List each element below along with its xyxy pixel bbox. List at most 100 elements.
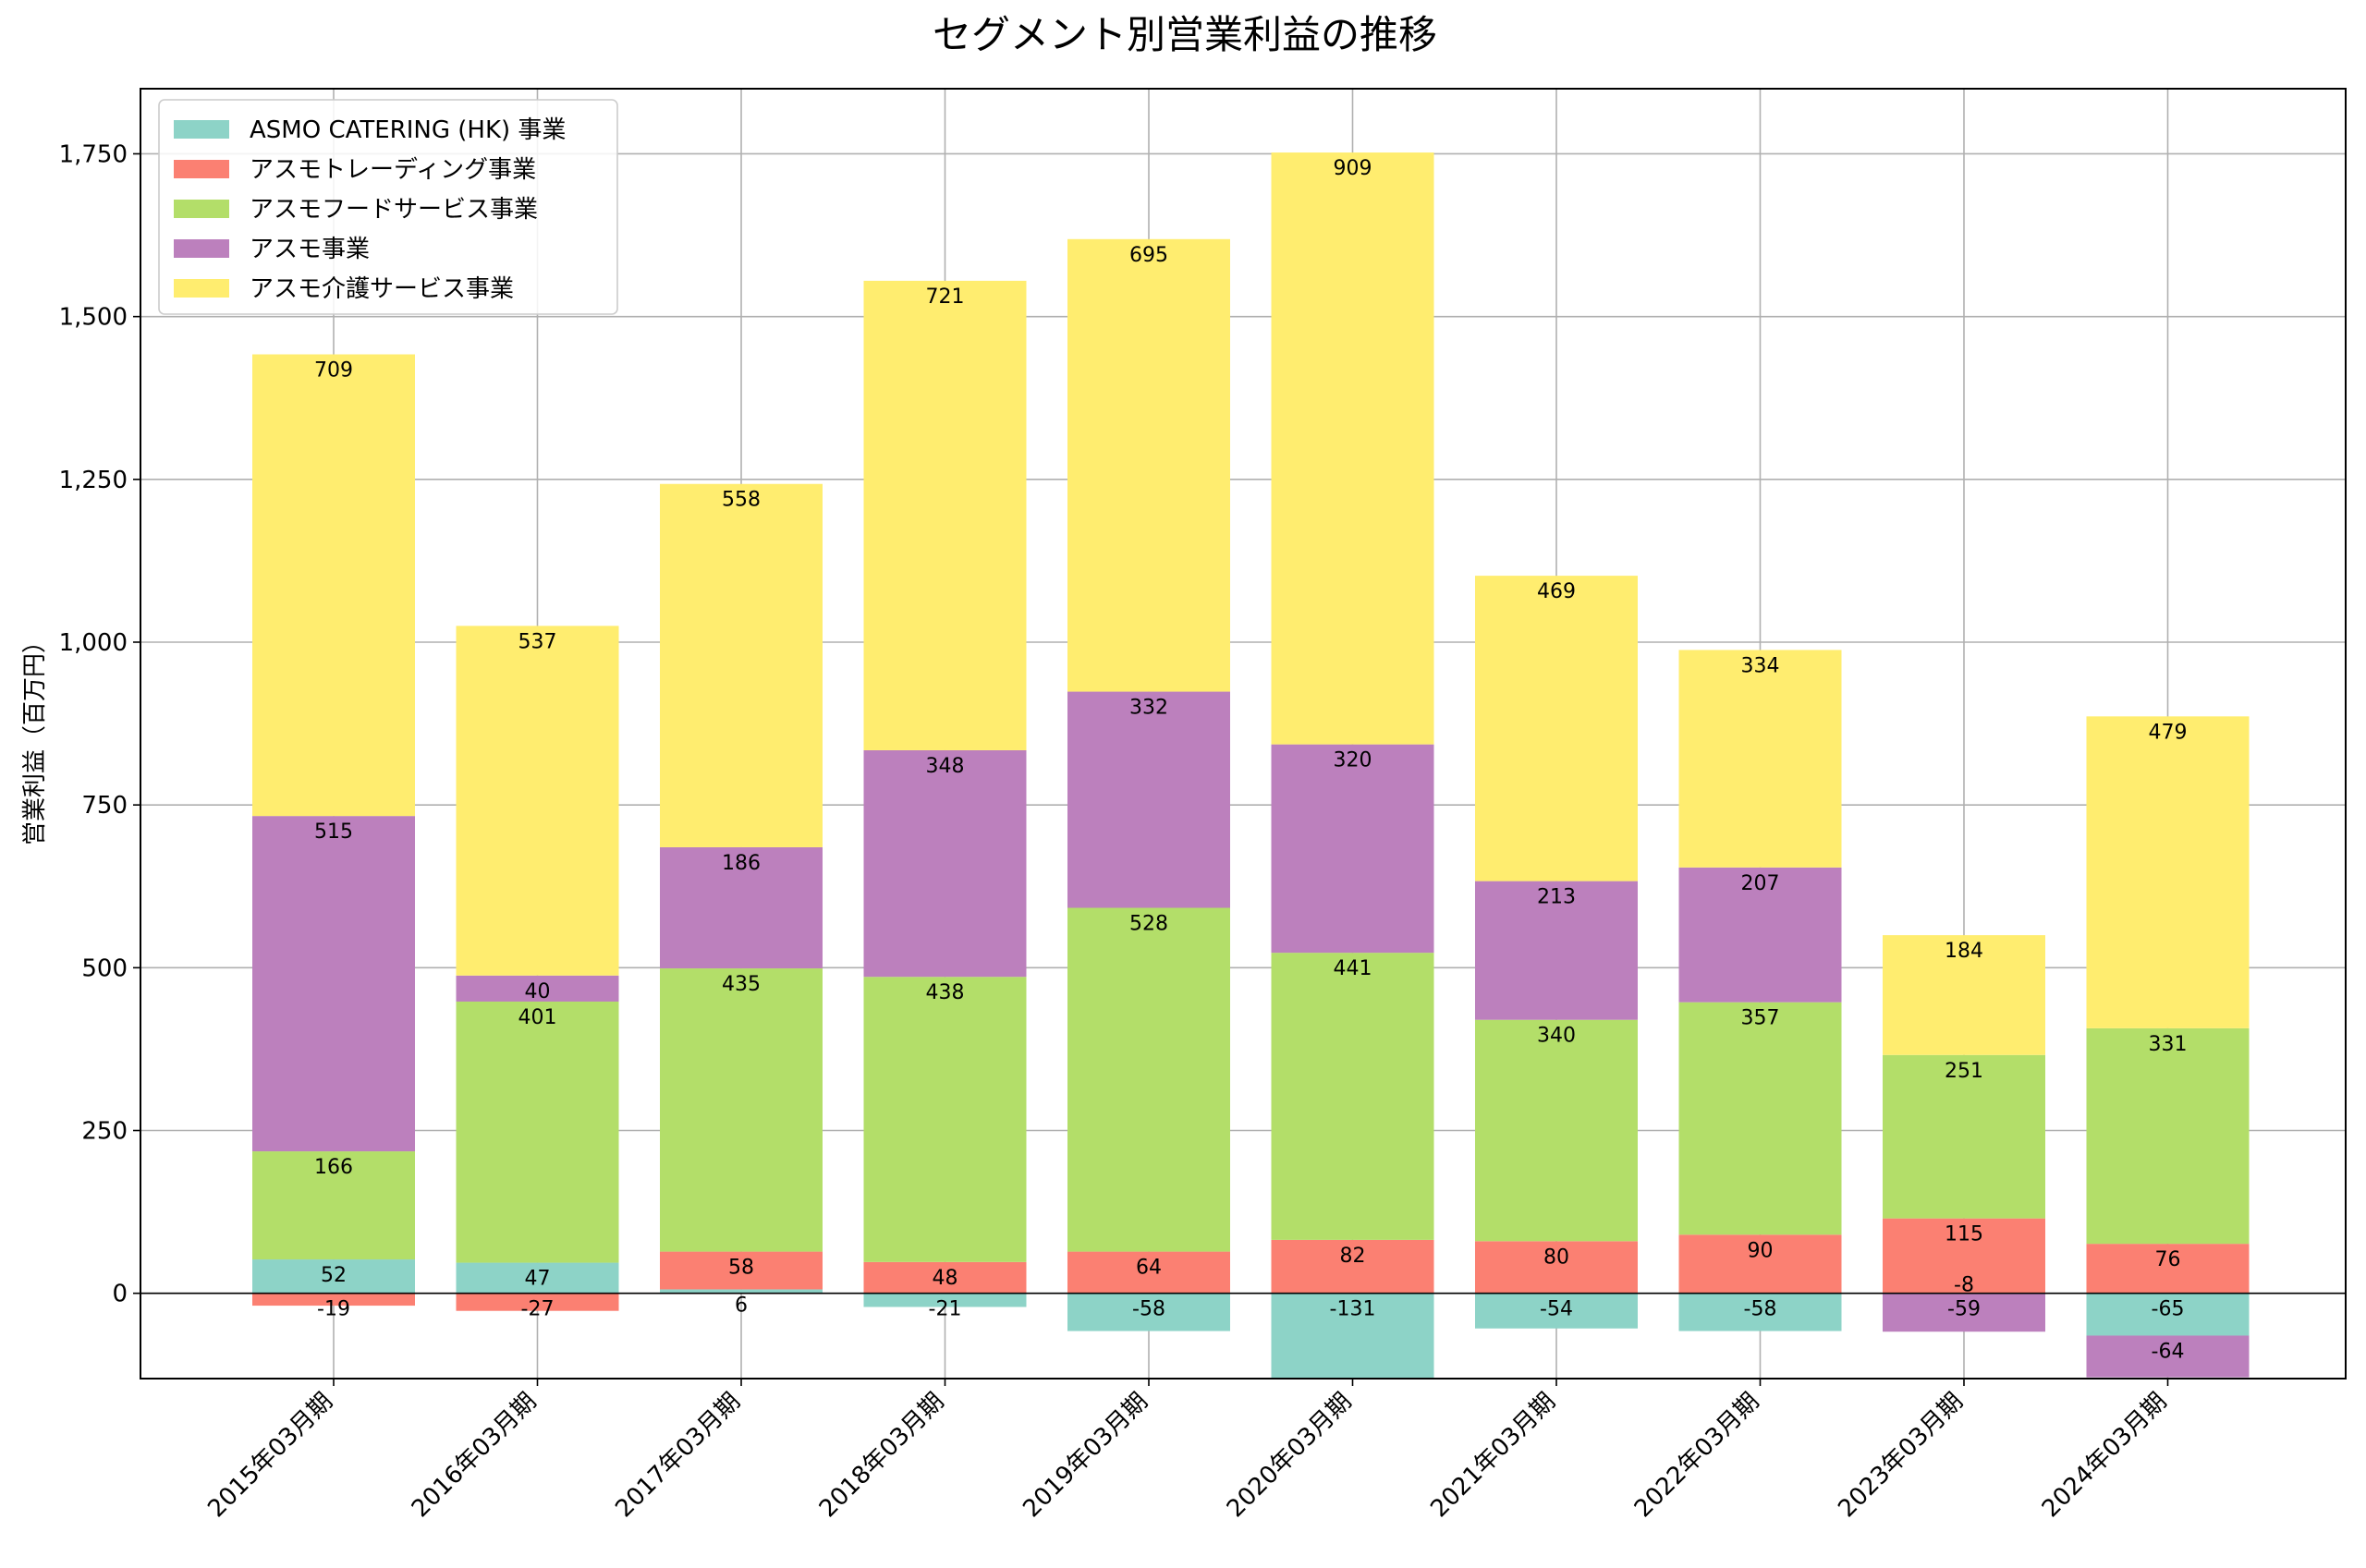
bar-segment — [252, 354, 415, 817]
legend-swatch — [174, 160, 229, 178]
data-label: 909 — [1334, 157, 1372, 180]
legend-swatch — [174, 200, 229, 218]
bar-segment — [1678, 650, 1842, 868]
data-label: 82 — [1340, 1245, 1366, 1268]
data-label: 186 — [722, 852, 761, 875]
data-label: 47 — [525, 1268, 551, 1291]
plot-frame — [140, 88, 2347, 1380]
chart-title: セグメント別営業利益の推移 — [933, 12, 1437, 57]
y-tick-label: 1,500 — [59, 304, 128, 332]
data-label: 115 — [1945, 1223, 1983, 1246]
bar-segment — [1475, 1241, 1638, 1294]
data-label: 48 — [933, 1267, 958, 1290]
bar-segment — [863, 280, 1027, 750]
bar-segment — [1271, 152, 1434, 745]
bar-segment — [660, 483, 823, 847]
bar-segment — [2086, 1027, 2250, 1245]
data-label: -58 — [1132, 1298, 1165, 1321]
legend-swatch — [174, 279, 229, 298]
bar-segment — [1067, 238, 1230, 692]
legend: ASMO CATERING (HK) 事業アスモトレーディング事業アスモフードサ… — [158, 99, 618, 315]
x-tick-label: 2016年03月期 — [407, 1388, 543, 1524]
data-label: 357 — [1741, 1007, 1780, 1030]
bars — [252, 152, 2250, 1379]
data-label: 331 — [2149, 1033, 2188, 1056]
bar-segment — [1271, 1239, 1434, 1294]
data-label: 528 — [1129, 913, 1168, 936]
bar-segment — [2086, 1293, 2250, 1336]
data-label: 64 — [1136, 1257, 1162, 1280]
legend-label: アスモ事業 — [250, 236, 370, 263]
x-tick-label: 2018年03月期 — [814, 1388, 950, 1524]
bar-segment — [863, 977, 1027, 1262]
x-tick-label: 2022年03月期 — [1629, 1388, 1765, 1524]
y-tick-label: 500 — [81, 954, 128, 982]
data-label: 207 — [1741, 872, 1780, 895]
y-tick-label: 0 — [112, 1281, 128, 1308]
legend-label: アスモトレーディング事業 — [250, 156, 536, 184]
data-label: -27 — [521, 1298, 555, 1321]
data-label: 348 — [926, 755, 965, 778]
data-label: 334 — [1741, 654, 1780, 677]
bar-segment — [1067, 691, 1230, 908]
bar-segment — [2086, 716, 2250, 1028]
bar-segment — [1475, 881, 1638, 1020]
data-label: -65 — [2152, 1298, 2185, 1321]
bar-segment — [1475, 1019, 1638, 1242]
y-tick-label: 1,000 — [59, 629, 128, 657]
bar-segment — [1067, 1293, 1230, 1331]
data-label: 469 — [1537, 580, 1576, 603]
bar-segment — [1271, 744, 1434, 954]
bar-segment — [1067, 907, 1230, 1252]
data-label: 320 — [1334, 749, 1372, 772]
data-label: -8 — [1954, 1274, 1974, 1297]
bar-segment — [456, 1262, 619, 1294]
legend-label: アスモ介護サービス事業 — [250, 275, 514, 303]
data-label: 537 — [518, 630, 557, 653]
bar-segment — [660, 846, 823, 969]
bar-segment — [1678, 1234, 1842, 1294]
bar-segment — [1883, 1218, 2045, 1294]
data-label: 184 — [1945, 940, 1983, 963]
bar-segment — [1271, 1293, 1434, 1379]
bar-segment — [660, 968, 823, 1252]
data-label: 721 — [926, 286, 965, 309]
data-label: 441 — [1334, 957, 1372, 980]
bar-segment — [1678, 1293, 1842, 1331]
bar-segment — [252, 1259, 415, 1294]
y-tick-label: 1,750 — [59, 140, 128, 168]
x-tick-label: 2019年03月期 — [1018, 1388, 1153, 1524]
data-label: 52 — [321, 1264, 347, 1287]
bar-segment — [1883, 1054, 2045, 1219]
bar-segment — [1678, 1002, 1842, 1235]
data-label: 166 — [314, 1156, 353, 1179]
data-labels: 52 47 6 -21 -58 -131 -54 -58 -65 -19 -27 58 48 64 82 80… — [314, 157, 2188, 1363]
data-label: 515 — [314, 820, 353, 844]
x-tick-label: 2017年03月期 — [610, 1388, 746, 1524]
x-tick-label: 2015年03月期 — [202, 1388, 338, 1524]
bar-segment — [252, 1151, 415, 1260]
data-label: 401 — [518, 1006, 557, 1029]
data-label: 340 — [1537, 1025, 1576, 1048]
data-label: 58 — [728, 1257, 754, 1280]
y-tick-label: 250 — [81, 1118, 128, 1146]
data-label: 435 — [722, 973, 761, 996]
data-label: -54 — [1540, 1298, 1573, 1321]
bar-segment — [2086, 1244, 2250, 1294]
bar-segment — [863, 1261, 1027, 1294]
bar-segment — [660, 1251, 823, 1290]
bar-segment — [660, 1289, 823, 1294]
data-label: 695 — [1129, 244, 1168, 267]
bar-segment — [1883, 935, 2045, 1055]
x-tick-label: 2024年03月期 — [2037, 1388, 2173, 1524]
legend-box — [158, 99, 618, 315]
bar-segment — [1475, 1293, 1638, 1329]
legend-label: アスモフードサービス事業 — [250, 196, 538, 224]
data-label: 6 — [735, 1294, 748, 1317]
data-label: -58 — [1744, 1298, 1777, 1321]
bar-segment — [1678, 867, 1842, 1003]
data-label: -19 — [317, 1298, 350, 1321]
data-label: -131 — [1330, 1298, 1376, 1321]
data-label: 438 — [926, 981, 965, 1004]
